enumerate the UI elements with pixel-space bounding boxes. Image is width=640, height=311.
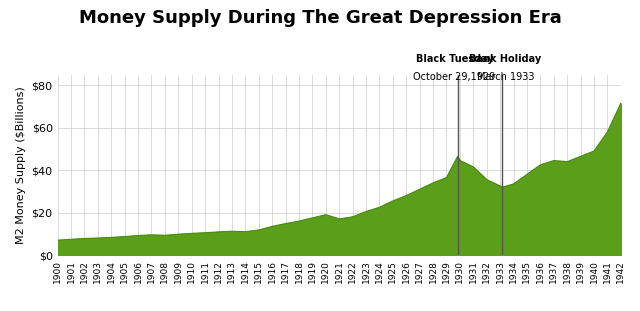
Text: Bank Holiday: Bank Holiday <box>470 54 541 64</box>
Y-axis label: M2 Money Supply ($Billions): M2 Money Supply ($Billions) <box>16 86 26 244</box>
Text: October 29,1929: October 29,1929 <box>413 72 495 81</box>
Text: March 1933: March 1933 <box>477 72 534 81</box>
Text: Money Supply During The Great Depression Era: Money Supply During The Great Depression… <box>79 9 561 27</box>
Text: Black Tuesday: Black Tuesday <box>415 54 493 64</box>
